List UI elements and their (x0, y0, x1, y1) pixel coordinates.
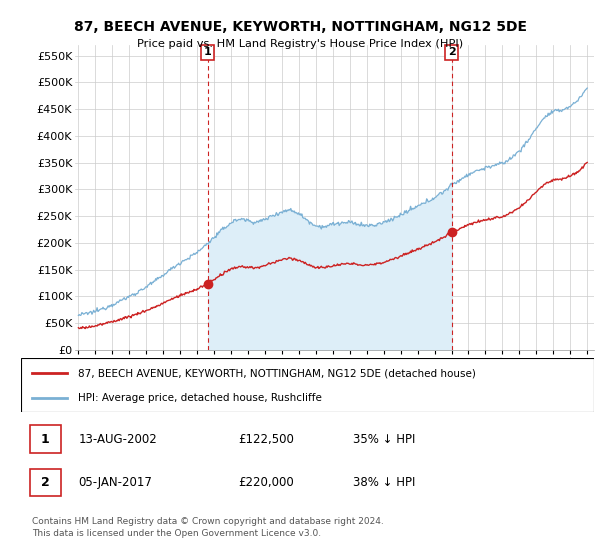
Text: Contains HM Land Registry data © Crown copyright and database right 2024.
This d: Contains HM Land Registry data © Crown c… (32, 517, 384, 538)
Text: 05-JAN-2017: 05-JAN-2017 (79, 476, 152, 489)
Text: 1: 1 (204, 48, 211, 58)
Text: 87, BEECH AVENUE, KEYWORTH, NOTTINGHAM, NG12 5DE: 87, BEECH AVENUE, KEYWORTH, NOTTINGHAM, … (74, 20, 527, 34)
Text: HPI: Average price, detached house, Rushcliffe: HPI: Average price, detached house, Rush… (79, 393, 322, 403)
FancyBboxPatch shape (29, 425, 61, 453)
Text: 1: 1 (41, 432, 50, 446)
Text: 38% ↓ HPI: 38% ↓ HPI (353, 476, 416, 489)
Text: 2: 2 (41, 476, 50, 489)
FancyBboxPatch shape (21, 358, 594, 412)
Text: 13-AUG-2002: 13-AUG-2002 (79, 432, 157, 446)
Text: £122,500: £122,500 (239, 432, 295, 446)
Text: 35% ↓ HPI: 35% ↓ HPI (353, 432, 416, 446)
Text: 2: 2 (448, 48, 456, 58)
FancyBboxPatch shape (29, 469, 61, 496)
Text: 87, BEECH AVENUE, KEYWORTH, NOTTINGHAM, NG12 5DE (detached house): 87, BEECH AVENUE, KEYWORTH, NOTTINGHAM, … (79, 368, 476, 379)
Text: Price paid vs. HM Land Registry's House Price Index (HPI): Price paid vs. HM Land Registry's House … (137, 39, 463, 49)
Text: £220,000: £220,000 (239, 476, 295, 489)
